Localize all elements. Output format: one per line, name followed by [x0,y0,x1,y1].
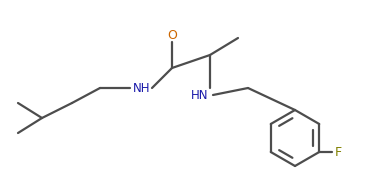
Text: O: O [167,28,177,41]
Text: F: F [335,145,342,159]
Text: HN: HN [191,88,209,102]
Text: NH: NH [133,82,151,95]
